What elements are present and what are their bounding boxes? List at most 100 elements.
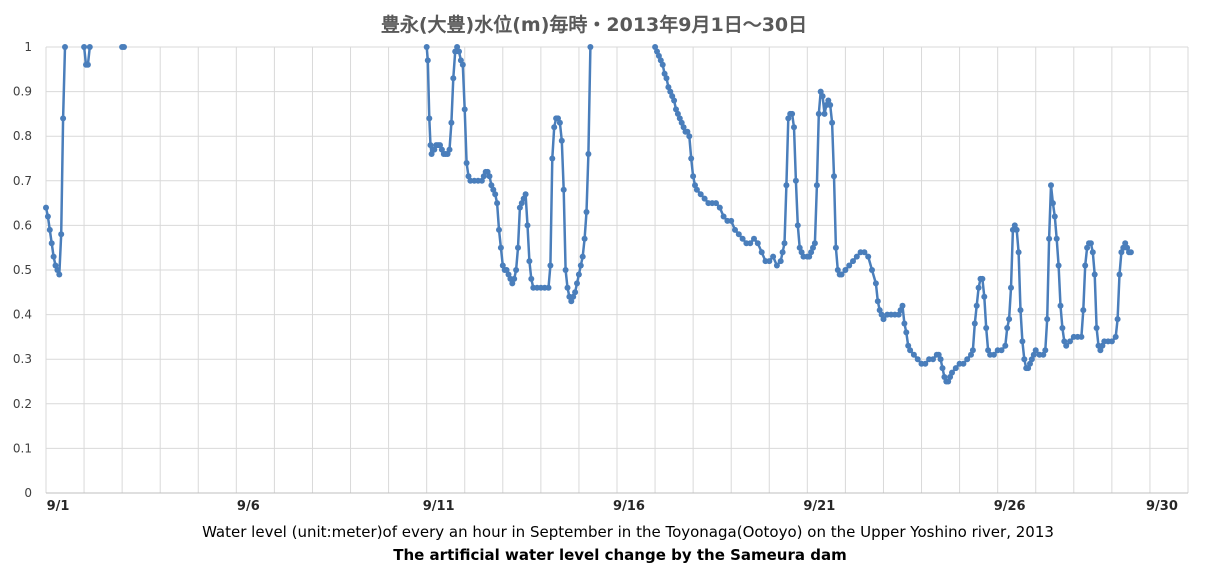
x-tick-label: 9/11 (423, 499, 455, 514)
data-point (43, 204, 49, 211)
y-tick-label: 1 (24, 40, 32, 54)
data-point (1127, 249, 1134, 256)
data-point (684, 128, 691, 135)
data-point (1049, 200, 1056, 207)
data-point (952, 365, 959, 372)
data-point (511, 275, 518, 282)
data-point (1097, 347, 1104, 354)
y-tick-label: 0.6 (13, 218, 32, 232)
data-point (979, 275, 986, 282)
data-point (1002, 342, 1009, 349)
data-point (964, 356, 971, 363)
data-point (861, 249, 868, 256)
data-point (56, 271, 63, 278)
data-point (901, 320, 908, 327)
y-tick-label: 0.3 (13, 352, 32, 366)
data-point (728, 217, 735, 224)
data-point (821, 110, 828, 117)
data-point (48, 240, 55, 247)
data-point (667, 88, 674, 95)
data-point (880, 316, 887, 323)
y-tick-label: 0.4 (13, 308, 32, 322)
data-point (751, 235, 757, 242)
data-point (983, 325, 990, 331)
data-point (935, 351, 942, 358)
data-point (1044, 316, 1051, 323)
data-point (1080, 307, 1087, 314)
data-point (825, 97, 832, 104)
data-point (528, 275, 535, 282)
data-point (655, 52, 662, 59)
data-point (796, 244, 803, 251)
data-point (781, 240, 788, 247)
data-point (423, 44, 430, 50)
data-point (450, 75, 457, 82)
data-point (813, 182, 820, 189)
data-point (973, 302, 980, 309)
data-point (949, 369, 955, 376)
data-point (44, 213, 51, 220)
data-point (783, 182, 790, 189)
data-point (914, 356, 921, 363)
data-point (577, 262, 584, 269)
data-point (652, 44, 659, 50)
data-point (971, 320, 978, 327)
data-point (86, 44, 93, 50)
data-point (910, 351, 917, 358)
data-point (551, 124, 558, 131)
data-point (1015, 249, 1022, 256)
data-point (903, 329, 910, 336)
data-point (1108, 338, 1115, 345)
data-point (1067, 338, 1073, 345)
data-point (895, 311, 902, 318)
data-point (747, 240, 754, 247)
data-point (1089, 249, 1096, 256)
data-point (585, 151, 592, 157)
data-point (492, 191, 499, 198)
data-point (581, 235, 588, 242)
data-point (486, 173, 493, 180)
data-point (811, 240, 818, 247)
data-point (922, 360, 929, 367)
data-point (490, 186, 497, 193)
data-point (716, 204, 723, 211)
data-point (1017, 307, 1024, 314)
data-point (686, 133, 693, 140)
data-point (1053, 235, 1060, 242)
data-point (60, 115, 67, 122)
series-line-segment (653, 46, 1131, 383)
data-point (509, 280, 516, 287)
data-point (424, 57, 431, 64)
chart-subcaption: The artificial water level change by the… (393, 546, 846, 564)
data-point (1091, 271, 1098, 278)
chart-title: 豊永(大豊)水位(m)毎時・2013年9月1日～30日 (381, 13, 807, 36)
data-point (732, 226, 738, 233)
data-point (58, 231, 65, 238)
data-point (461, 106, 468, 113)
data-point (693, 186, 700, 193)
data-point (465, 173, 472, 180)
data-point (1013, 226, 1020, 233)
data-point (791, 124, 797, 131)
data-point (872, 280, 879, 287)
data-point (878, 311, 885, 318)
x-tick-label: 9/6 (237, 499, 260, 514)
data-point (558, 137, 565, 144)
data-point (659, 61, 666, 68)
data-point (454, 44, 461, 50)
data-point (1011, 222, 1018, 229)
data-point (1059, 325, 1066, 331)
data-point (499, 262, 506, 269)
data-point (1122, 240, 1129, 247)
data-point (850, 258, 856, 265)
data-point (570, 293, 577, 300)
data-point (463, 160, 470, 166)
y-tick-label: 0.7 (13, 174, 32, 188)
x-tick-label: 9/21 (803, 499, 835, 514)
data-point (1055, 262, 1062, 269)
data-point (456, 48, 462, 55)
data-point (575, 271, 582, 278)
data-point (446, 146, 453, 153)
data-point (777, 258, 784, 265)
